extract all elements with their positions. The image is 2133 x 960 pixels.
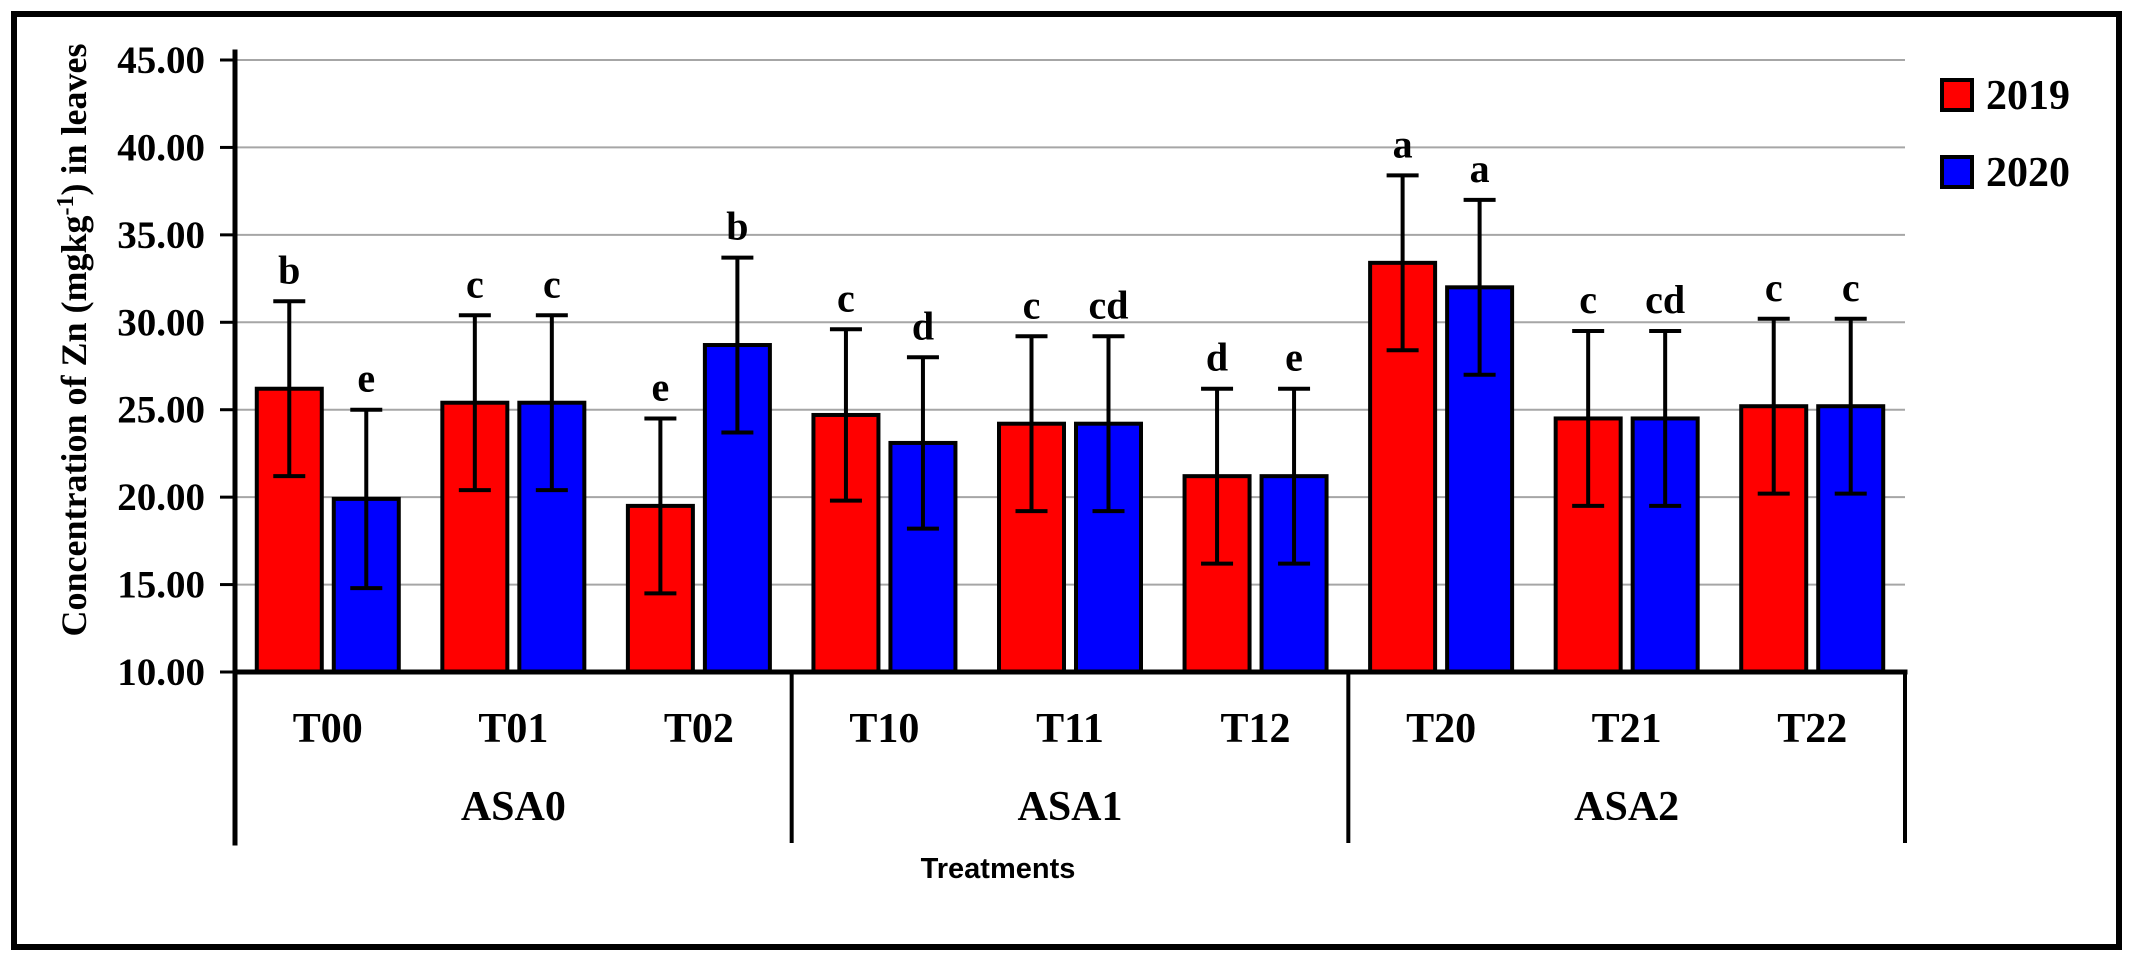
group-label-ASA1: ASA1 (1017, 784, 1122, 830)
error-bars-layer (273, 173, 1867, 596)
sig-letter-2019-T12: d (1206, 335, 1228, 380)
legend: 2019 2020 (1940, 73, 2070, 196)
x-axis-title: Treatments (921, 853, 1076, 885)
legend-swatch-2019 (1940, 78, 1974, 112)
category-label-T22: T22 (1777, 706, 1847, 752)
sig-letter-2020-T00: e (357, 356, 375, 401)
sig-letter-2020-T10: d (912, 303, 934, 348)
y-tick-label-10: 10.00 (117, 651, 205, 694)
error-bar-2020-T20 (1463, 197, 1496, 377)
error-bar-2019-T01 (458, 313, 491, 493)
legend-swatch-2020 (1940, 155, 1974, 189)
y-tick-label-30: 30.00 (117, 301, 205, 344)
error-bar-2020-T00 (350, 407, 383, 591)
y-tick-label-15: 15.00 (117, 564, 205, 607)
error-bar-2019-T02 (644, 416, 677, 596)
sig-letter-2020-T12: e (1285, 335, 1303, 380)
error-bar-2020-T21 (1649, 329, 1682, 508)
category-label-T02: T02 (664, 706, 734, 752)
category-label-T00: T00 (293, 706, 363, 752)
category-label-T11: T11 (1036, 706, 1104, 752)
legend-label-2019: 2019 (1986, 73, 2070, 119)
error-bar-2019-T10 (829, 327, 862, 503)
error-bar-2020-T22 (1834, 316, 1867, 496)
sig-letter-2019-T11: c (1023, 282, 1041, 327)
error-bar-2019-T20 (1386, 173, 1419, 353)
error-bar-2019-T21 (1572, 329, 1605, 508)
sig-letter-2020-T11: cd (1089, 282, 1129, 327)
figure-frame (11, 11, 2122, 950)
gridlines-layer (235, 59, 1905, 586)
sig-letter-2019-T02: e (652, 364, 670, 409)
error-bar-2020-T01 (535, 313, 568, 493)
category-label-T20: T20 (1406, 706, 1476, 752)
sig-letter-2020-T02: b (726, 204, 748, 249)
category-label-T21: T21 (1592, 706, 1662, 752)
sig-letter-2019-T21: c (1579, 277, 1597, 322)
sig-letter-2020-T21: cd (1645, 277, 1685, 322)
legend-entry-2019: 2019 (1940, 73, 2070, 119)
error-bar-2019-T00 (273, 299, 306, 479)
category-label-T12: T12 (1221, 706, 1291, 752)
error-bar-2019-T12 (1201, 386, 1234, 566)
group-label-ASA0: ASA0 (461, 784, 566, 830)
error-bar-2020-T02 (721, 255, 754, 435)
sig-letter-2019-T10: c (837, 275, 855, 320)
legend-entry-2020: 2020 (1940, 150, 2070, 196)
category-label-T01: T01 (478, 706, 548, 752)
y-tick-label-45: 45.00 (117, 39, 205, 82)
error-bar-2019-T22 (1757, 316, 1790, 496)
sig-letter-2020-T01: c (543, 261, 561, 306)
sig-letter-2019-T20: a (1393, 121, 1413, 166)
error-bar-2020-T11 (1092, 334, 1125, 514)
sig-letter-2019-T00: b (278, 247, 300, 292)
sig-letter-2019-T01: c (466, 261, 484, 306)
error-bar-2020-T12 (1278, 386, 1311, 566)
y-tick-label-20: 20.00 (117, 476, 205, 519)
sig-letter-2020-T22: c (1842, 265, 1860, 310)
y-axis-title: Concentration of Zn (mgkg-1) in leaves (53, 44, 94, 637)
y-tick-label-40: 40.00 (117, 126, 205, 169)
y-tick-label-35: 35.00 (117, 214, 205, 257)
group-label-ASA2: ASA2 (1574, 784, 1679, 830)
bars-layer (254, 260, 1886, 675)
error-bar-2020-T10 (906, 355, 939, 531)
axes-layer: 45.00 40.00 35.00 30.00 25.00 20.00 15.00 10.00 (117, 39, 1908, 846)
sig-letter-2020-T20: a (1470, 146, 1490, 191)
error-bar-2019-T11 (1015, 334, 1048, 514)
legend-label-2020: 2020 (1986, 150, 2070, 196)
y-tick-label-25: 25.00 (117, 389, 205, 432)
sig-letter-2019-T22: c (1765, 265, 1783, 310)
category-axis-layer: T00 T01 T02 T10 T11 T12 T20 T21 T22 ASA0 ASA1 ASA2 (293, 672, 1907, 843)
bar-2019-T10 (811, 412, 881, 674)
category-label-T10: T10 (849, 706, 919, 752)
